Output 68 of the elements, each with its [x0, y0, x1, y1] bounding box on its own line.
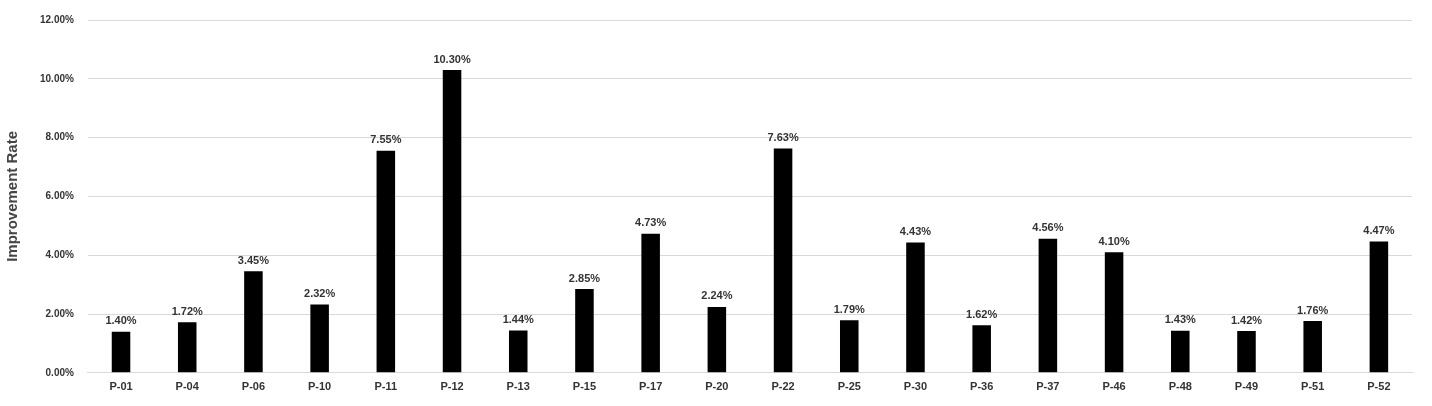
x-tick-label: P-20: [705, 380, 729, 393]
data-label: 4.43%: [899, 225, 932, 238]
data-label: 4.73%: [635, 216, 667, 229]
x-tick-label: P-37: [1036, 380, 1060, 393]
data-label: 1.43%: [1164, 313, 1197, 326]
y-axis-title: Improvement Rate: [3, 130, 21, 262]
data-label: 2.24%: [701, 289, 733, 302]
x-tick-label: P-25: [837, 380, 861, 393]
data-label: 3.45%: [237, 253, 270, 266]
data-label: 1.40%: [105, 314, 137, 327]
bar: [310, 304, 329, 373]
y-tick-label: 2.00%: [45, 307, 75, 319]
x-tick-label: P-15: [572, 380, 597, 393]
x-tick-label: P-06: [241, 380, 266, 393]
x-tick-label: P-52: [1367, 380, 1391, 393]
bar: [707, 306, 727, 373]
x-tick-label: P-22: [771, 380, 795, 393]
data-label: 7.63%: [767, 131, 799, 144]
y-tick-label: 12.00%: [39, 13, 75, 25]
x-tick-label: P-11: [374, 380, 398, 393]
data-label: 7.55%: [370, 133, 402, 146]
bar: [575, 289, 594, 373]
data-label: 1.44%: [502, 313, 535, 325]
x-tick-label: P-10: [308, 380, 332, 393]
bar: [1303, 321, 1322, 373]
x-tick-label: P-01: [109, 380, 133, 393]
x-tick-label: P-46: [1102, 380, 1126, 393]
bar: [906, 242, 925, 373]
x-tick-label: P-48: [1168, 380, 1192, 393]
y-tick-label: 8.00%: [45, 131, 75, 143]
x-tick-label: P-49: [1234, 380, 1259, 393]
data-label: 1.62%: [966, 307, 998, 320]
x-tick-label: P-04: [175, 380, 200, 393]
bar: [111, 331, 131, 373]
x-tick-label: P-36: [970, 380, 994, 393]
data-label: 2.32%: [304, 287, 336, 300]
data-label: 1.42%: [1230, 313, 1263, 326]
data-label: 4.10%: [1098, 234, 1130, 247]
y-tick-label: 0.00%: [45, 366, 75, 378]
bar: [1171, 330, 1190, 373]
data-label: 1.72%: [171, 304, 204, 317]
x-tick-label: P-30: [903, 380, 928, 393]
y-tick-label: 10.00%: [39, 72, 75, 84]
x-tick-label: P-17: [639, 380, 663, 393]
y-tick-label: 6.00%: [45, 190, 75, 202]
bar: [641, 233, 660, 373]
data-label: 1.76%: [1297, 303, 1329, 316]
data-label: 10.30%: [433, 52, 471, 65]
x-tick-label: P-51: [1301, 380, 1325, 393]
bar: [1369, 241, 1389, 373]
data-label: 2.85%: [568, 271, 601, 284]
bar: [1104, 252, 1124, 373]
x-tick-label: P-13: [506, 380, 530, 393]
bar: [376, 150, 396, 373]
x-tick-label: P-12: [440, 380, 464, 393]
data-label: 4.56%: [1032, 221, 1064, 234]
bar: [840, 320, 859, 373]
data-label: 4.47%: [1363, 223, 1395, 236]
bar: [177, 322, 197, 373]
y-tick-label: 4.00%: [45, 248, 75, 260]
bar: [773, 148, 793, 373]
data-label: 1.79%: [833, 302, 866, 315]
bar: [508, 330, 528, 373]
bar: [972, 325, 991, 373]
bar: [244, 271, 263, 373]
bar: [1237, 331, 1256, 373]
bar: [1038, 238, 1058, 373]
bar: [442, 69, 462, 373]
